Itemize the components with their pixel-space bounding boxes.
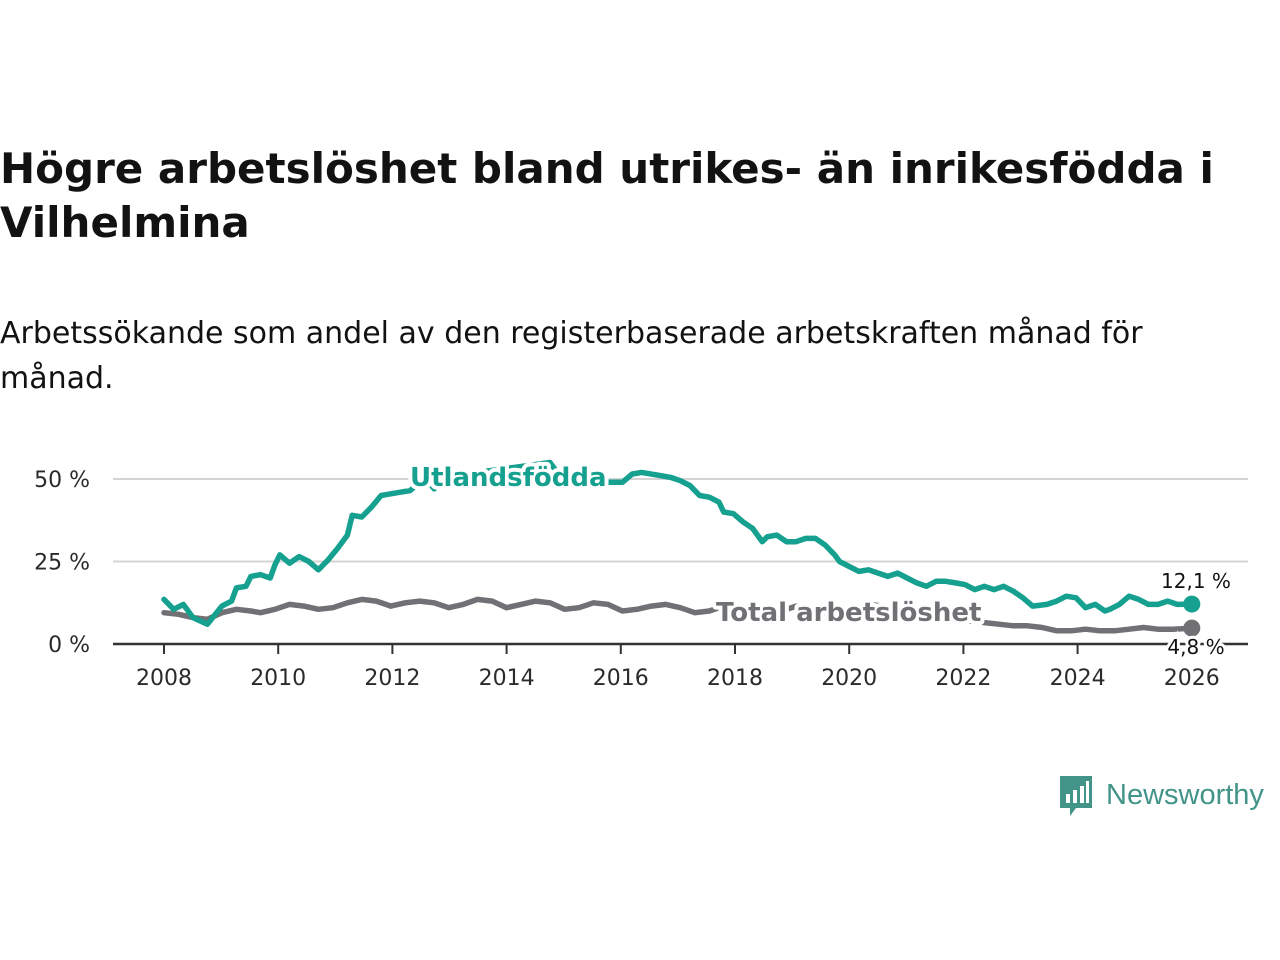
x-tick-label: 2010: [250, 666, 306, 691]
series-label-total: Total arbetslöshet: [716, 598, 981, 628]
x-tick-label: 2008: [136, 666, 192, 691]
line-chart: 0 % 25 % 50 % 2008 2010 2012 2014 2016 2018 2020…: [34, 459, 1248, 691]
bar-chart-speech-bubble-icon: [1060, 776, 1092, 816]
chart-subtitle: Arbetssökande som andel av den registerb…: [0, 316, 1143, 396]
y-axis-ticks: 0 % 25 % 50 %: [34, 468, 90, 658]
x-tick-label: 2022: [935, 666, 991, 691]
end-label-total-halo: 4,8 %: [1167, 635, 1224, 659]
x-tick-label: 2016: [593, 666, 649, 691]
grid-lines: [113, 478, 1248, 563]
x-tick-label: 2020: [821, 666, 877, 691]
end-label-total: 4,8 %: [1167, 635, 1224, 659]
series-end-marker: [1183, 595, 1201, 613]
newsworthy-logo: Newsworthy: [1058, 772, 1264, 818]
logo-text: Newsworthy: [1106, 778, 1264, 811]
end-label-utlandsfodda: 12,1 %: [1161, 569, 1231, 593]
y-tick-label: 0 %: [48, 633, 90, 658]
y-tick-label: 25 %: [34, 551, 90, 576]
series-label-total-halo: Total arbetslöshet: [716, 598, 981, 628]
series-label-utlandsfodda: Utlandsfödda: [410, 463, 607, 493]
x-tick-label: 2026: [1164, 666, 1220, 691]
y-tick-label: 50 %: [34, 468, 90, 493]
series-line-total: [161, 596, 1195, 634]
series-label-utlandsfodda-halo: Utlandsfödda: [410, 463, 607, 493]
x-tick-label: 2024: [1050, 666, 1106, 691]
series-end-marker: [1183, 619, 1201, 637]
x-tick-label: 2014: [479, 666, 535, 691]
x-axis-ticks: 2008 2010 2012 2014 2016 2018 2020 2022 2024 2026: [136, 644, 1220, 691]
x-tick-label: 2012: [364, 666, 420, 691]
x-tick-label: 2018: [707, 666, 763, 691]
series-line-utlandsfodda: [161, 459, 1195, 627]
series-lines: [161, 459, 1201, 637]
chart-title: Högre arbetslöshet bland utrikes- än inr…: [0, 144, 1214, 247]
